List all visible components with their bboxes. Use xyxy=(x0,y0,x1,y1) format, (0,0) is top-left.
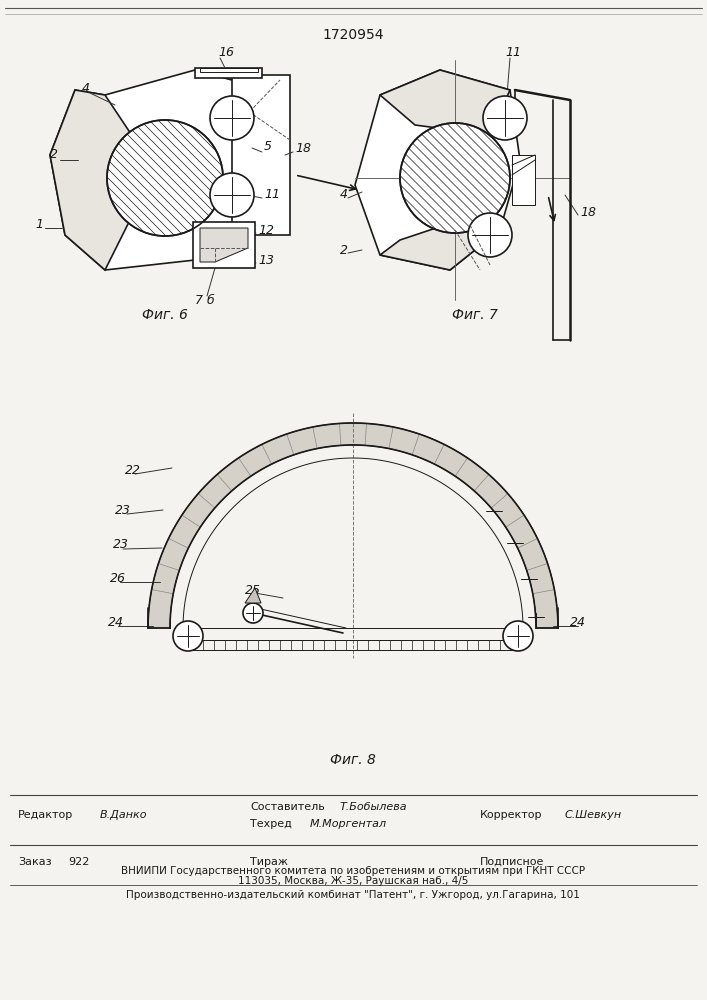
Text: 2: 2 xyxy=(340,243,348,256)
Text: 18: 18 xyxy=(580,206,596,219)
Text: С.Шевкун: С.Шевкун xyxy=(565,810,622,820)
Polygon shape xyxy=(148,423,558,628)
Polygon shape xyxy=(200,228,248,262)
Polygon shape xyxy=(355,70,520,270)
Polygon shape xyxy=(232,75,290,235)
Circle shape xyxy=(210,96,254,140)
Text: 7 б: 7 б xyxy=(195,294,215,306)
Text: 11: 11 xyxy=(505,45,521,58)
Text: М.Моргентал: М.Моргентал xyxy=(310,819,387,829)
Text: 1720954: 1720954 xyxy=(322,28,384,42)
Text: 26: 26 xyxy=(110,572,126,584)
Circle shape xyxy=(400,123,510,233)
Text: Производственно-издательский комбинат "Патент", г. Ужгород, ул.Гагарина, 101: Производственно-издательский комбинат "П… xyxy=(126,890,580,900)
Polygon shape xyxy=(200,68,258,72)
Text: 16: 16 xyxy=(218,45,234,58)
Polygon shape xyxy=(50,70,265,270)
Text: 11: 11 xyxy=(264,188,280,202)
Polygon shape xyxy=(512,155,535,205)
Text: 2: 2 xyxy=(50,148,58,161)
Text: 4: 4 xyxy=(82,82,90,95)
Text: Т.Бобылева: Т.Бобылева xyxy=(340,802,408,812)
Polygon shape xyxy=(195,68,262,78)
Circle shape xyxy=(483,96,527,140)
Text: Фиг. 8: Фиг. 8 xyxy=(330,753,376,767)
Text: 24: 24 xyxy=(570,615,586,629)
Text: Составитель: Составитель xyxy=(250,802,325,812)
Text: ВНИИПИ Государственного комитета по изобретениям и открытиям при ГКНТ СССР: ВНИИПИ Государственного комитета по изоб… xyxy=(121,866,585,876)
Polygon shape xyxy=(245,588,261,603)
Polygon shape xyxy=(193,222,255,268)
Text: Заказ: Заказ xyxy=(18,857,52,867)
Text: Техред: Техред xyxy=(250,819,292,829)
Polygon shape xyxy=(380,70,510,135)
Text: 18: 18 xyxy=(295,141,311,154)
Circle shape xyxy=(243,603,263,623)
Text: Фиг. 6: Фиг. 6 xyxy=(142,308,188,322)
Text: 922: 922 xyxy=(68,857,89,867)
Text: 113035, Москва, Ж-35, Раушская наб., 4/5: 113035, Москва, Ж-35, Раушская наб., 4/5 xyxy=(238,876,468,886)
Text: 13: 13 xyxy=(258,253,274,266)
Circle shape xyxy=(107,120,223,236)
Text: 23: 23 xyxy=(113,538,129,552)
Text: 23: 23 xyxy=(115,504,131,516)
Text: 24: 24 xyxy=(108,615,124,629)
Text: 12: 12 xyxy=(258,224,274,236)
Circle shape xyxy=(503,621,533,651)
Text: 25: 25 xyxy=(245,584,261,596)
Text: 5: 5 xyxy=(264,140,272,153)
Text: 22: 22 xyxy=(125,464,141,477)
Circle shape xyxy=(210,173,254,217)
Text: 4: 4 xyxy=(340,188,348,202)
Text: Фиг. 7: Фиг. 7 xyxy=(452,308,498,322)
Text: 1: 1 xyxy=(35,219,43,232)
Text: В.Данко: В.Данко xyxy=(100,810,148,820)
Text: Подписное: Подписное xyxy=(480,857,544,867)
Text: Тираж: Тираж xyxy=(250,857,288,867)
Polygon shape xyxy=(380,215,500,270)
Circle shape xyxy=(468,213,512,257)
Circle shape xyxy=(173,621,203,651)
Text: Редактор: Редактор xyxy=(18,810,74,820)
Text: Корректор: Корректор xyxy=(480,810,542,820)
Polygon shape xyxy=(50,90,155,270)
